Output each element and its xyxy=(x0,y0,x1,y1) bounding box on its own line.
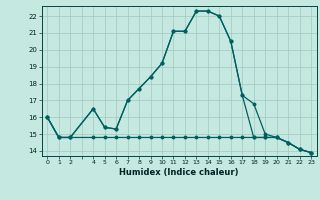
X-axis label: Humidex (Indice chaleur): Humidex (Indice chaleur) xyxy=(119,168,239,177)
